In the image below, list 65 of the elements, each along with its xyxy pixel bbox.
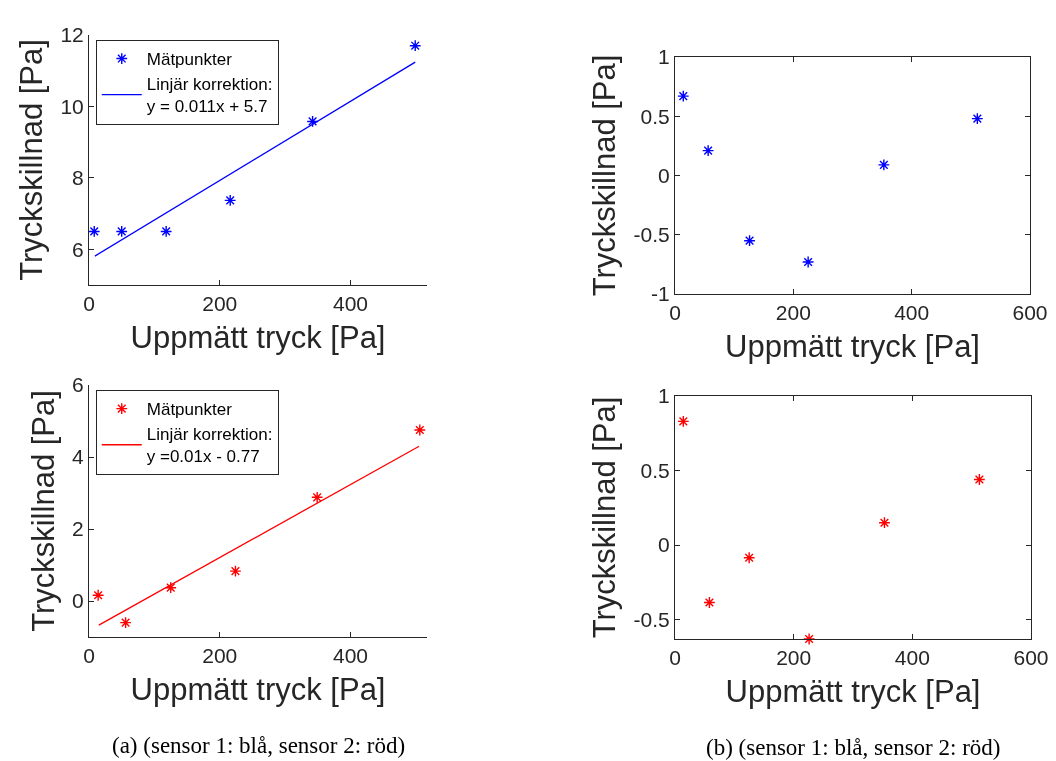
text: (b) (sensor 1: blå, sensor 2: röd) [706, 735, 1001, 760]
y-tick-label: 2 [72, 517, 84, 541]
point [311, 491, 324, 504]
legend-label: Mätpunkter [146, 400, 233, 420]
point [677, 415, 690, 428]
x-axis-title: Uppmätt tryck [Pa] [130, 320, 386, 356]
legend-label: Mätpunkter [146, 50, 233, 70]
x-axis-title: Uppmätt tryck [Pa] [725, 329, 980, 365]
y-tick-label: 6 [72, 373, 84, 397]
point [878, 516, 891, 529]
x-tick-label: 200 [202, 644, 238, 668]
x-axis-title: Uppmätt tryck [Pa] [130, 672, 386, 708]
x-tick-label: 200 [202, 292, 238, 316]
point [119, 616, 132, 629]
point [306, 115, 319, 128]
y-axis-title: Tryckskillnad [Pa] [25, 390, 61, 632]
point [743, 551, 756, 564]
point [160, 225, 173, 238]
y-tick-label: 0 [658, 163, 670, 187]
point [88, 225, 101, 238]
point [413, 423, 426, 437]
point [409, 39, 422, 52]
legend-label: Linjär korrektion: y =0.01x - 0.77 [146, 425, 273, 467]
y-tick-label: 0 [658, 533, 670, 557]
y-tick-label: 0.5 [640, 458, 670, 482]
y-tick-label: 1 [658, 45, 670, 69]
point [229, 565, 242, 578]
point [92, 589, 105, 602]
text: (a) (sensor 1: blå, sensor 2: röd) [112, 733, 406, 758]
point [164, 581, 177, 594]
point [877, 158, 890, 171]
point [971, 112, 984, 125]
point [703, 596, 716, 609]
y-axis-title: Tryckskillnad [Pa] [587, 396, 623, 639]
legend-label: Linjär korrektion: y = 0.011x + 5.7 [146, 75, 273, 117]
x-tick-label: 600 [1012, 301, 1048, 325]
x-tick-label: 400 [332, 292, 369, 316]
y-tick-label: 0 [72, 589, 84, 613]
x-tick-label: 600 [1013, 646, 1049, 670]
point [802, 632, 816, 646]
x-tick-label: 400 [894, 646, 930, 670]
y-axis-title: Tryckskillnad [Pa] [14, 39, 50, 281]
y-tick-label: 4 [72, 445, 85, 469]
point [743, 234, 756, 247]
x-axis-title: Uppmätt tryck [Pa] [725, 674, 981, 710]
point [224, 194, 237, 207]
y-tick-label: -1 [651, 282, 670, 306]
y-tick-label: -0.5 [633, 223, 670, 247]
y-tick-label: 8 [72, 166, 84, 190]
point [702, 144, 715, 157]
point [973, 473, 986, 486]
y-tick-label: 12 [60, 23, 84, 47]
y-tick-label: 0.5 [640, 104, 670, 128]
x-tick-label: 400 [894, 301, 930, 325]
y-tick-label: -0.5 [633, 607, 670, 631]
point [115, 225, 128, 238]
point [677, 90, 690, 103]
y-tick-label: 1 [658, 384, 670, 408]
x-tick-label: 200 [775, 301, 811, 325]
x-tick-label: 200 [776, 646, 812, 670]
y-tick-label: 6 [72, 237, 84, 261]
x-tick-label: 400 [332, 644, 369, 668]
y-axis-title: Tryckskillnad [Pa] [587, 54, 623, 297]
point [802, 255, 815, 269]
y-tick-label: 10 [60, 94, 84, 118]
